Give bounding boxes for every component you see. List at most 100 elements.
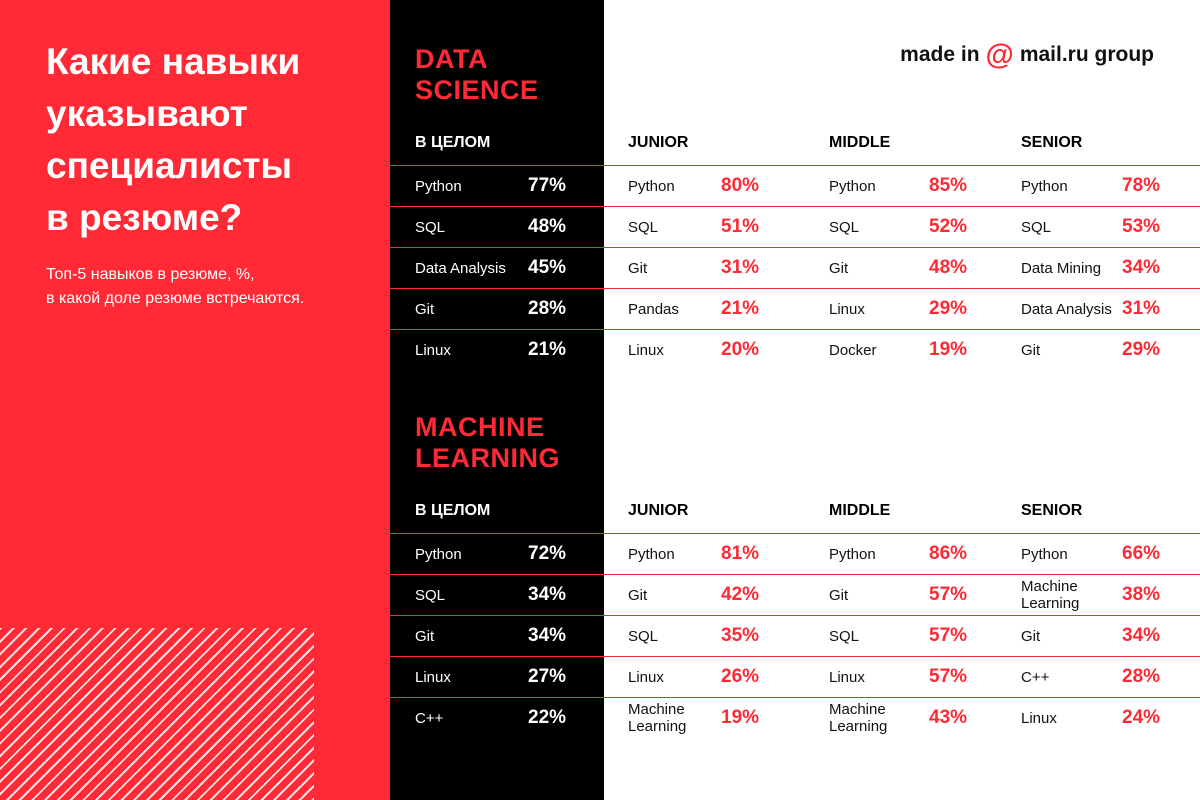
skill-label: C++ xyxy=(415,709,444,727)
left-panel: Какие навыки указывают специалисты в рез… xyxy=(0,0,390,800)
percent-value: 31% xyxy=(1122,298,1161,319)
row-divider xyxy=(604,574,1200,575)
skill-label: Pandas xyxy=(628,300,679,318)
row-divider xyxy=(390,288,604,289)
skill-label: Git xyxy=(628,259,648,277)
percent-value: 35% xyxy=(721,625,760,646)
data-science-section: DATA SCIENCE В ЦЕЛОМ Python 77% SQL 48% Data … xyxy=(0,44,1200,404)
percent-value: 78% xyxy=(1122,175,1161,196)
skill-label: Linux xyxy=(415,668,451,686)
row-divider xyxy=(390,615,604,616)
skill-label: SQL xyxy=(415,586,446,604)
skill-label: Machine Learning xyxy=(1021,578,1080,612)
row-divider xyxy=(390,656,604,657)
skill-label: Data Analysis xyxy=(415,259,506,277)
skill-label: Git xyxy=(415,627,435,645)
diagonal-stripes-decoration xyxy=(0,628,314,800)
row-divider xyxy=(604,533,1200,534)
percent-value: 29% xyxy=(1122,339,1161,360)
percent-value: 34% xyxy=(528,584,567,605)
skill-label: Python xyxy=(628,177,675,195)
row-divider xyxy=(604,247,1200,248)
percent-value: 48% xyxy=(528,216,567,237)
skill-label: SQL xyxy=(628,627,659,645)
row-divider xyxy=(390,574,604,575)
column-header: SENIOR xyxy=(1021,502,1083,519)
percent-value: 86% xyxy=(929,543,968,564)
skill-label: Linux xyxy=(829,668,865,686)
percent-value: 57% xyxy=(929,584,968,605)
skill-label: Docker xyxy=(829,341,877,359)
skill-label: Linux xyxy=(415,341,451,359)
skill-label: Machine Learning xyxy=(628,701,687,735)
skill-label: Git xyxy=(628,586,648,604)
percent-value: 19% xyxy=(721,707,760,728)
percent-value: 72% xyxy=(528,543,567,564)
skill-label: Python xyxy=(628,545,675,563)
skill-label: Data Analysis xyxy=(1021,300,1112,318)
percent-value: 34% xyxy=(1122,257,1161,278)
column-header: JUNIOR xyxy=(628,502,689,519)
skill-label: SQL xyxy=(415,218,446,236)
skill-label: Linux xyxy=(628,341,664,359)
skill-label: Python xyxy=(1021,545,1068,563)
column-header: В ЦЕЛОМ xyxy=(415,134,491,151)
column-header: SENIOR xyxy=(1021,134,1083,151)
percent-value: 38% xyxy=(1122,584,1161,605)
percent-value: 43% xyxy=(929,707,968,728)
skill-label: Machine Learning xyxy=(829,701,888,735)
percent-value: 34% xyxy=(1122,625,1161,646)
percent-value: 28% xyxy=(1122,666,1161,687)
percent-value: 57% xyxy=(929,666,968,687)
percent-value: 48% xyxy=(929,257,968,278)
logo-brand: mail.ru group xyxy=(1019,43,1154,66)
column-header: В ЦЕЛОМ xyxy=(415,502,491,519)
logo-prefix: made in xyxy=(900,43,980,66)
skill-label: Git xyxy=(829,586,849,604)
section-title: MACHINE LEARNING xyxy=(415,412,560,473)
column-header: MIDDLE xyxy=(829,502,891,519)
skill-label: SQL xyxy=(829,218,860,236)
percent-value: 22% xyxy=(528,707,567,728)
skill-label: Linux xyxy=(628,668,664,686)
at-sign-icon: @ xyxy=(985,38,1014,71)
skill-label: Linux xyxy=(1021,709,1057,727)
percent-value: 21% xyxy=(721,298,760,319)
skill-label: Git xyxy=(415,300,435,318)
percent-value: 29% xyxy=(929,298,968,319)
percent-value: 57% xyxy=(929,625,968,646)
skill-label: Git xyxy=(1021,627,1041,645)
percent-value: 26% xyxy=(721,666,760,687)
row-divider xyxy=(604,656,1200,657)
brand-logo: made in @ mail.ru group xyxy=(900,40,1154,70)
skill-label: SQL xyxy=(628,218,659,236)
percent-value: 85% xyxy=(929,175,968,196)
skill-label: Data Mining xyxy=(1021,259,1102,277)
percent-value: 19% xyxy=(929,339,968,360)
machine-learning-section: MACHINE LEARNING В ЦЕЛОМ Python 72% SQL 34% G… xyxy=(0,412,1200,772)
percent-value: 24% xyxy=(1122,707,1161,728)
row-divider xyxy=(390,247,604,248)
row-divider xyxy=(604,288,1200,289)
percent-value: 51% xyxy=(721,216,760,237)
percent-value: 31% xyxy=(721,257,760,278)
column-header: MIDDLE xyxy=(829,134,891,151)
percent-value: 81% xyxy=(721,543,760,564)
skill-label: Python xyxy=(415,545,462,563)
overall-column-background xyxy=(390,0,604,800)
percent-value: 45% xyxy=(528,257,567,278)
skill-label: SQL xyxy=(1021,218,1052,236)
skill-label: Python xyxy=(829,545,876,563)
percent-value: 53% xyxy=(1122,216,1161,237)
percent-value: 28% xyxy=(528,298,567,319)
row-divider xyxy=(390,165,604,166)
row-divider xyxy=(390,329,604,330)
row-divider xyxy=(390,206,604,207)
skill-label: Python xyxy=(415,177,462,195)
percent-value: 52% xyxy=(929,216,968,237)
percent-value: 27% xyxy=(528,666,567,687)
column-header: JUNIOR xyxy=(628,134,689,151)
row-divider xyxy=(390,697,604,698)
skill-label: Python xyxy=(829,177,876,195)
row-divider xyxy=(604,615,1200,616)
